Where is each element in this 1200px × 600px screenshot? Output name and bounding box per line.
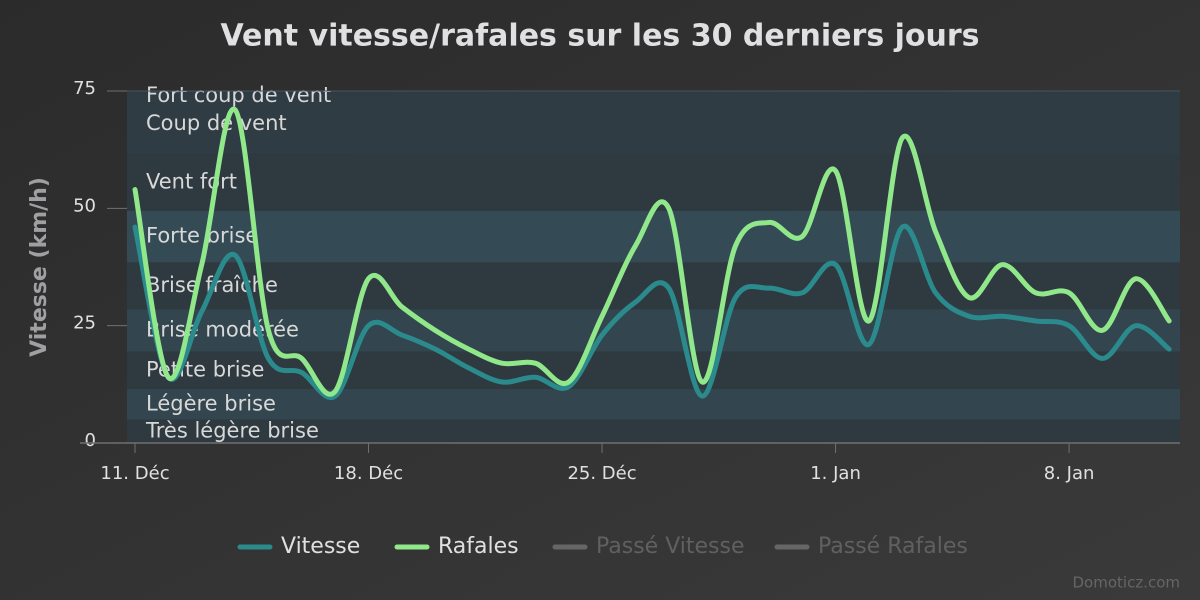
- y-tick-label: 25: [73, 313, 96, 334]
- x-tick-label: 11. Déc: [100, 463, 169, 484]
- plot-band: [127, 93, 1180, 155]
- series-line: [132, 223, 1172, 400]
- plot-band: [127, 210, 1180, 263]
- credits: Domoticz.com: [1073, 574, 1181, 592]
- legend: Vitesse Rafales Passé Vitesse Passé Rafales: [237, 534, 968, 559]
- plot-band: [127, 154, 1180, 211]
- x-tick-label: 25. Déc: [567, 463, 636, 484]
- plot-band-label: Fort coup de vent: [146, 83, 331, 107]
- plot-band: [127, 91, 1180, 94]
- plot-band-label: Légère brise: [146, 391, 276, 415]
- plot-band-label: Vent fort: [146, 170, 237, 194]
- legend-label[interactable]: Passé Rafales: [818, 534, 968, 559]
- x-tick-label: 8. Jan: [1044, 463, 1095, 484]
- chart-title: Vent vitesse/rafales sur les 30 derniers…: [220, 19, 979, 54]
- plot-band: [127, 419, 1180, 443]
- y-tick-label: 50: [73, 195, 96, 216]
- plot-band-label: Forte brise: [146, 223, 258, 247]
- series-line: [132, 106, 1172, 397]
- x-tick-label: 1. Jan: [810, 463, 861, 484]
- plot-band-label: Très légère brise: [145, 418, 319, 442]
- y-tick-label: 0: [85, 430, 96, 451]
- plot-band-label: Brise modérée: [146, 317, 299, 341]
- y-tick-label: 75: [73, 78, 96, 99]
- legend-label[interactable]: Passé Vitesse: [596, 534, 745, 559]
- x-tick-label: 18. Déc: [334, 463, 403, 484]
- legend-label[interactable]: Rafales: [438, 534, 519, 559]
- plot-band-label: Coup de vent: [146, 111, 287, 135]
- y-axis-label: Vitesse (km/h): [27, 177, 52, 357]
- plot-band: [127, 389, 1180, 420]
- legend-label[interactable]: Vitesse: [281, 534, 360, 559]
- plot-bands: [127, 91, 1180, 443]
